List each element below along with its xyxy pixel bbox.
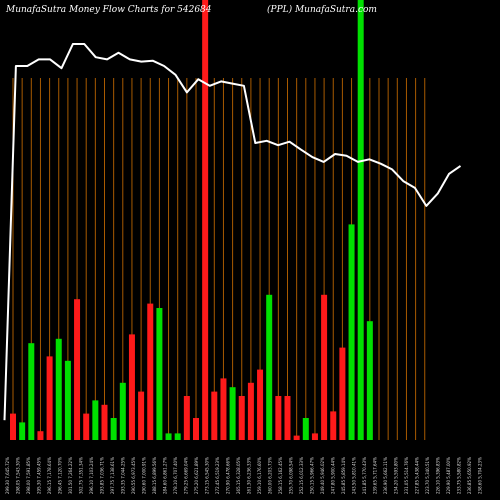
price-line (3, 43, 462, 421)
x-tick-label: 272.45 6,519.23% (215, 457, 220, 494)
x-tick-label: 223.70 5,340.51% (425, 457, 430, 494)
x-tick-label: 296.15 7,178.64% (47, 457, 52, 494)
x-tick-label: 296.10 7,103.24% (89, 457, 94, 494)
x-tick-label: 298.05 7,543.30% (16, 457, 21, 494)
x-tick-label: 295.30 7,459.45% (37, 457, 42, 494)
x-tick-label: 273.15 6,545.30% (205, 457, 210, 494)
x-tick-label: 278.10 6,707.40% (173, 457, 178, 494)
x-tick-label: 250.15 5,966.47% (310, 457, 315, 494)
x-tick-label: 236.85 5,650.92% (467, 457, 472, 494)
money-flow-bar (229, 387, 236, 440)
x-tick-label: 260.00 6,203.73% (268, 457, 273, 494)
money-flow-bar (238, 396, 245, 440)
money-flow-bar (156, 308, 163, 440)
money-flow-bar (147, 303, 154, 440)
money-flow-bar (220, 378, 227, 440)
money-flow-bar (10, 413, 16, 440)
money-flow-bar (211, 391, 218, 440)
x-tick-label: 236.90 5,662.11% (383, 457, 388, 494)
money-flow-bar (110, 418, 117, 440)
x-tick-label: 229.90 5,487.00% (446, 457, 451, 494)
money-flow-bar (46, 356, 53, 440)
x-tick-labels: 299.30 7,645.72% 298.05 7,543.30% 298.00 7… (5, 457, 483, 494)
x-tick-label: 239.65 5,717.64% (373, 457, 378, 494)
x-tick-label: 299.30 7,645.72% (5, 457, 10, 494)
money-flow-bar (119, 382, 126, 440)
money-flow-bar (101, 404, 108, 440)
x-tick-label: 284.60 6,861.27% (163, 457, 168, 494)
x-tick-label: 238.60 5,704.23% (478, 457, 483, 494)
x-tick-label: 296.45 7,120.70% (58, 457, 63, 494)
x-tick-label: 265.15 6,328.05% (236, 457, 241, 494)
x-tick-label: 293.85 7,036.71% (100, 457, 105, 494)
x-tick-label: 226.10 5,396.83% (436, 457, 441, 494)
x-tick-label: 288.15 6,899.56% (152, 457, 157, 494)
x-tick-label: 243.50 5,810.41% (352, 457, 357, 494)
x-tick-label: 227.85 5,438.44% (415, 457, 420, 494)
money-flow-bar (348, 224, 355, 440)
money-flow-bar (92, 400, 99, 440)
money-flow-bar (55, 338, 62, 440)
money-flow-bar (174, 433, 181, 440)
price-line-layer (3, 43, 462, 421)
x-tick-label: 270.90 6,478.66% (226, 457, 231, 494)
money-flow-bar (83, 413, 90, 440)
x-tick-label: 234.20 5,593.80% (394, 457, 399, 494)
money-flow-bar (128, 334, 135, 440)
money-flow-bar (193, 418, 199, 440)
money-flow-bar (321, 294, 328, 440)
x-tick-label: 290.60 7,000.91% (142, 457, 147, 494)
money-flow-bar (275, 396, 282, 440)
x-tick-label: 258.15 6,162.45% (278, 457, 283, 494)
money-flow-bar (357, 0, 364, 440)
money-flow-bar (366, 321, 373, 440)
money-flow-bars (10, 0, 373, 440)
money-flow-bar (37, 431, 44, 440)
x-tick-label: 302.75 7,351.34% (79, 457, 84, 494)
x-tick-label: 259.10 6,176.60% (257, 457, 262, 494)
x-tick-label: 255.70 6,098.54% (289, 457, 294, 494)
money-flow-bar (183, 396, 190, 440)
x-tick-label: 247.80 5,900.44% (331, 457, 336, 494)
money-flow-bar (284, 396, 291, 440)
x-tick-label: 275.20 6,621.89% (194, 457, 199, 494)
chart-title-left: MunafaSutra Money Flow Charts for 542684 (5, 5, 212, 15)
money-flow-bar (257, 369, 264, 440)
x-tick-label: 279.25 6,669.04% (184, 457, 189, 494)
x-tick-label: 293.35 7,044.25% (121, 457, 126, 494)
x-tick-label: 290.55 6,973.45% (131, 457, 136, 494)
x-tick-label: 231.05 5,514.76% (404, 457, 409, 494)
money-flow-bar (247, 382, 254, 440)
x-tick-label: 245.85 5,859.14% (341, 457, 346, 494)
x-tick-label: 261.30 6,236.33% (247, 457, 252, 494)
money-flow-bar (330, 411, 337, 440)
money-flow-bar (165, 433, 172, 440)
money-flow-bar (302, 418, 309, 440)
money-flow-bar (19, 422, 26, 440)
x-tick-label: 249.40 5,946.02% (320, 457, 325, 494)
money-flow-bar (266, 294, 273, 440)
money-flow-bar (74, 299, 81, 440)
money-flow-bar (311, 433, 318, 440)
x-tick-label: 301.50 7,264.22% (68, 457, 73, 494)
x-tick-label: 298.00 7,591.85% (26, 457, 31, 494)
money-flow-bar (64, 360, 71, 440)
chart-title-right: (PPL) MunafaSutra.com (267, 4, 377, 15)
money-flow-bar (339, 347, 346, 440)
x-tick-label: 297.75 7,138.61% (110, 457, 115, 494)
x-tick-label: 233.75 5,580.82% (457, 457, 462, 494)
x-tick-label: 241.85 5,770.43% (362, 457, 367, 494)
x-tick-label: 252.15 6,012.33% (299, 457, 304, 494)
money-flow-bar (28, 343, 35, 440)
money-flow-bar (202, 0, 209, 440)
money-flow-bar (293, 435, 300, 440)
money-flow-bar (138, 391, 145, 440)
